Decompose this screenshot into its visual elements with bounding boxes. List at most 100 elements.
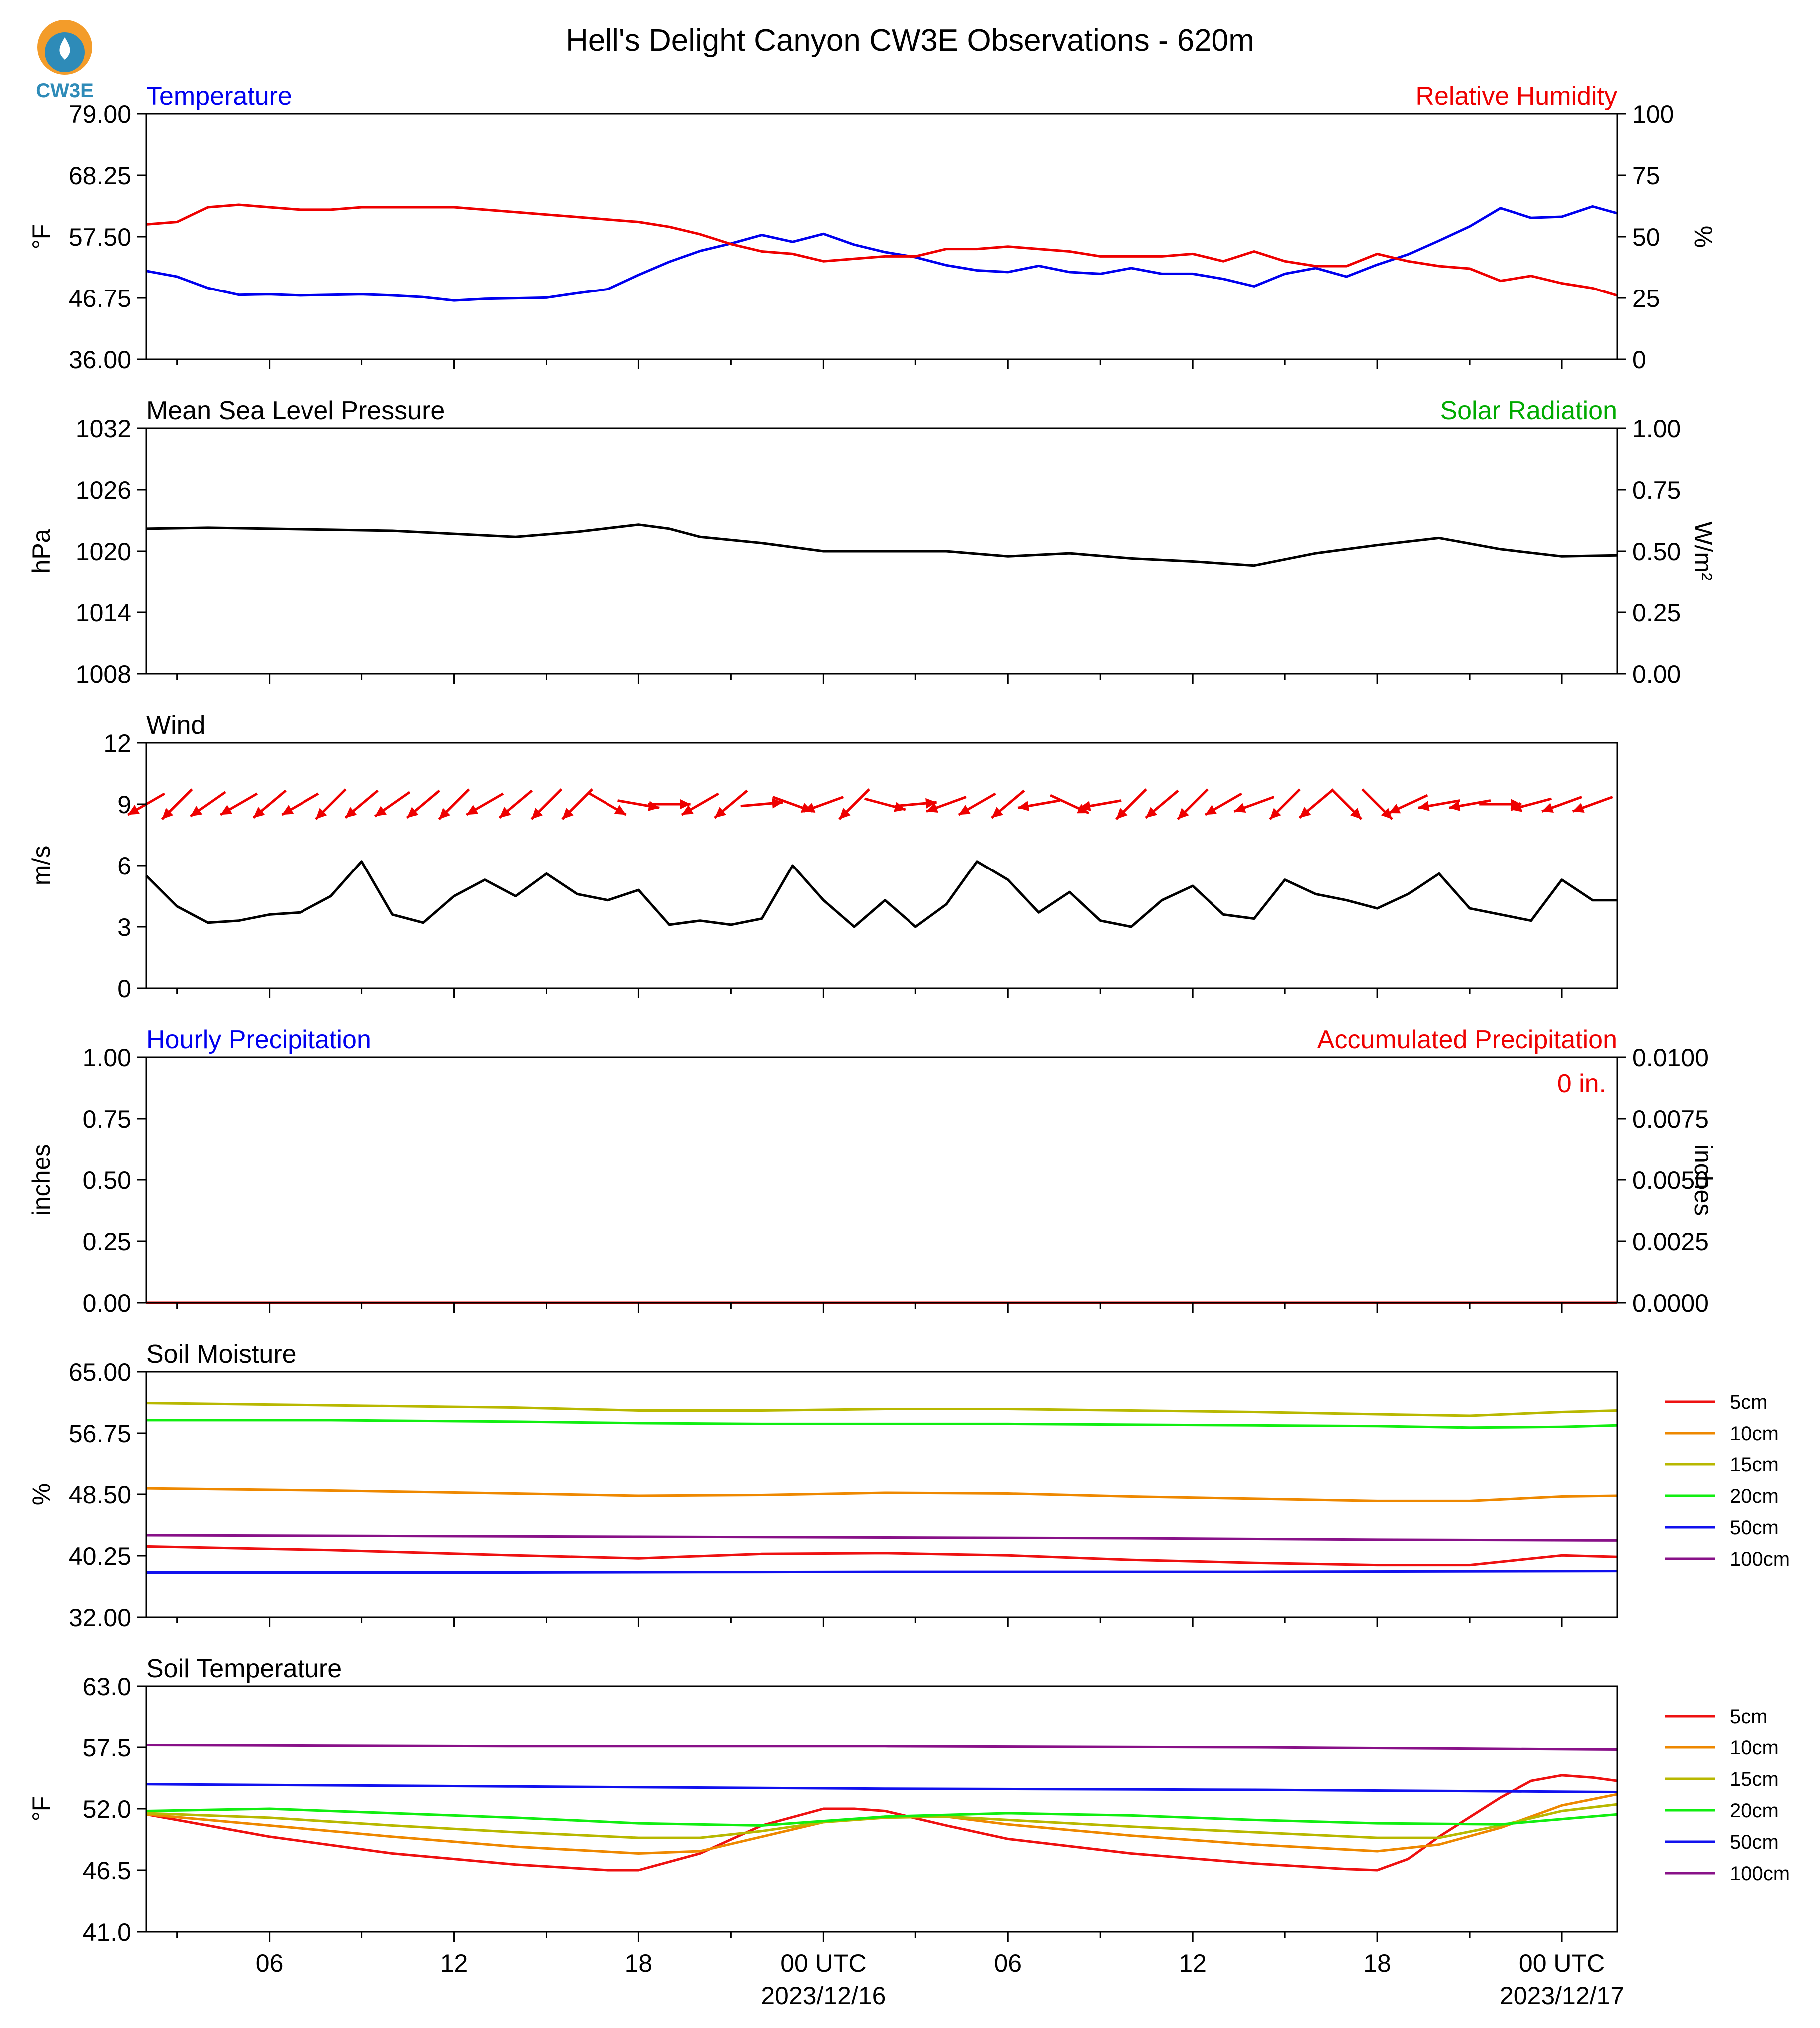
y-right-tick-label: 75: [1632, 162, 1660, 190]
x-tick-date-label: 2023/12/16: [761, 1982, 886, 2010]
wind-arrow-head: [1511, 799, 1522, 810]
y-right-tick-label: 0: [1632, 346, 1646, 374]
wind-arrow-head: [1079, 801, 1091, 811]
wind-arrow-head: [681, 805, 694, 815]
y-tick-label: 46.5: [83, 1857, 131, 1885]
wind-arrow-head: [958, 805, 971, 815]
y-tick-label: 36.00: [69, 346, 131, 374]
y-tick-label: 0.25: [83, 1228, 131, 1256]
series-line-temperature: [146, 205, 1618, 302]
wind-arrow-head: [1572, 803, 1585, 813]
y-tick-label: 79.00: [69, 100, 131, 128]
wind-arrow-head: [407, 807, 419, 818]
legend-label: 15cm: [1730, 1768, 1779, 1790]
panels: 79.0068.2557.5046.7536.001007550250Tempe…: [27, 82, 1790, 2010]
legend-label: 15cm: [1730, 1454, 1779, 1476]
wind-arrow-head: [803, 803, 816, 813]
series-line-100cm: [146, 1534, 1618, 1542]
y-right-tick-label: 50: [1632, 223, 1660, 251]
y-right-tick-label: 0.0000: [1632, 1289, 1709, 1317]
series-line-20cm: [146, 1419, 1618, 1429]
x-tick-label: 00 UTC: [1519, 1949, 1605, 1977]
legend-label: 100cm: [1730, 1548, 1790, 1570]
wind-arrow-head: [1511, 802, 1522, 812]
legend: 5cm 10cm 15cm 20cm 50cm 100cm: [1665, 1706, 1790, 1885]
wind-arrow-head: [1145, 807, 1158, 818]
wind-arrow-head: [345, 807, 357, 818]
wind-arrow-head: [1234, 803, 1246, 813]
y-tick-label: 1032: [76, 415, 131, 443]
x-tick-label: 18: [625, 1949, 653, 1977]
wind-arrow-head: [190, 806, 203, 817]
y-axis-unit: inches: [27, 1144, 55, 1216]
y-tick-label: 1008: [76, 660, 131, 688]
series-line-mean-sea-level-pressure: [146, 523, 1618, 567]
y-tick-label: 56.75: [69, 1420, 131, 1448]
wind-arrow-head: [714, 807, 727, 818]
wind-arrows: [127, 788, 1613, 820]
panel-temperature_humidity: 79.00 68.25 57.50 46.75 36.00 100 75 50 25 0 Tempe…: [27, 82, 1717, 374]
wind-arrow-head: [1350, 808, 1362, 820]
panel-precipitation: 1.00 0.75 0.50 0.25 0.00 0.0100 0.0075 0.0050 0.…: [27, 1025, 1717, 1317]
wind-arrow-head: [1018, 801, 1030, 811]
panel-right-title: Relative Humidity: [1415, 82, 1617, 111]
panel-right-title: Solar Radiation: [1440, 396, 1617, 425]
y-tick-label: 9: [117, 791, 131, 819]
y-axis-unit: %: [27, 1483, 55, 1505]
panel-right-title: Accumulated Precipitation: [1317, 1025, 1617, 1054]
y-tick-label: 63.0: [83, 1673, 131, 1701]
legend-label: 100cm: [1730, 1863, 1790, 1885]
y-tick-label: 12: [103, 729, 131, 757]
y-tick-label: 1.00: [83, 1044, 131, 1072]
y-right-tick-label: 0.0075: [1632, 1105, 1709, 1133]
panel-left-title: Soil Moisture: [146, 1340, 297, 1369]
wind-arrow-head: [771, 798, 783, 809]
wind-arrow-head: [439, 808, 451, 820]
y-tick-label: 0.00: [83, 1289, 131, 1317]
series-line-5cm: [146, 1774, 1618, 1872]
series-line-15cm: [146, 1803, 1618, 1839]
series-line-20cm: [146, 1807, 1618, 1827]
wind-arrow-head: [926, 803, 938, 813]
y-axis-unit: °F: [27, 224, 55, 250]
precip-total-annotation: 0 in.: [1557, 1069, 1606, 1098]
legend-label: 50cm: [1730, 1831, 1779, 1853]
wind-arrow-head: [499, 807, 511, 818]
y-tick-label: 32.00: [69, 1604, 131, 1632]
legend-label: 5cm: [1730, 1706, 1768, 1728]
x-tick-label: 12: [1179, 1949, 1207, 1977]
wind-arrow-head: [1449, 801, 1461, 811]
series-line-5cm: [146, 1545, 1618, 1567]
wind-arrow-head: [1542, 803, 1554, 813]
y-right-tick-label: 0.0050: [1632, 1166, 1709, 1194]
x-tick-label: 12: [440, 1949, 468, 1977]
series-line-100cm: [146, 1744, 1618, 1751]
y-tick-label: 3: [117, 913, 131, 941]
y-tick-label: 52.0: [83, 1795, 131, 1823]
y-right-tick-label: 0.0025: [1632, 1228, 1709, 1256]
wind-arrow-head: [1418, 801, 1430, 811]
y-tick-label: 48.50: [69, 1481, 131, 1509]
y-tick-label: 57.5: [83, 1734, 131, 1762]
series-line-wind: [145, 860, 1617, 928]
wind-arrow-head: [315, 808, 327, 820]
y-tick-label: 46.75: [69, 285, 131, 312]
y-tick-label: 0.50: [83, 1166, 131, 1194]
x-tick-date-label: 2023/12/17: [1500, 1982, 1624, 2010]
wind-arrow-head: [531, 808, 543, 820]
cw3e-logo: CW3E: [36, 20, 94, 102]
wind-arrow-head: [894, 802, 906, 812]
wind-arrow-head: [679, 799, 691, 810]
panel-soil_moisture: 65.00 56.75 48.50 40.25 32.00 Soil Moisture% 5…: [27, 1340, 1790, 1632]
y-right-tick-label: 0.0100: [1632, 1044, 1709, 1072]
wind-arrow-head: [375, 806, 387, 817]
y-tick-label: 41.0: [83, 1918, 131, 1946]
wind-arrow-head: [220, 805, 233, 815]
wind-arrow-head: [162, 808, 174, 820]
wind-arrow-head: [128, 805, 140, 815]
legend-label: 10cm: [1730, 1423, 1779, 1445]
y-right-tick-label: 0.50: [1632, 538, 1681, 566]
series-line-50cm: [146, 1570, 1618, 1574]
panel-soil_temperature: 63.0 57.5 52.0 46.5 41.0 Soil Temperature °F 5c…: [27, 1654, 1790, 2010]
